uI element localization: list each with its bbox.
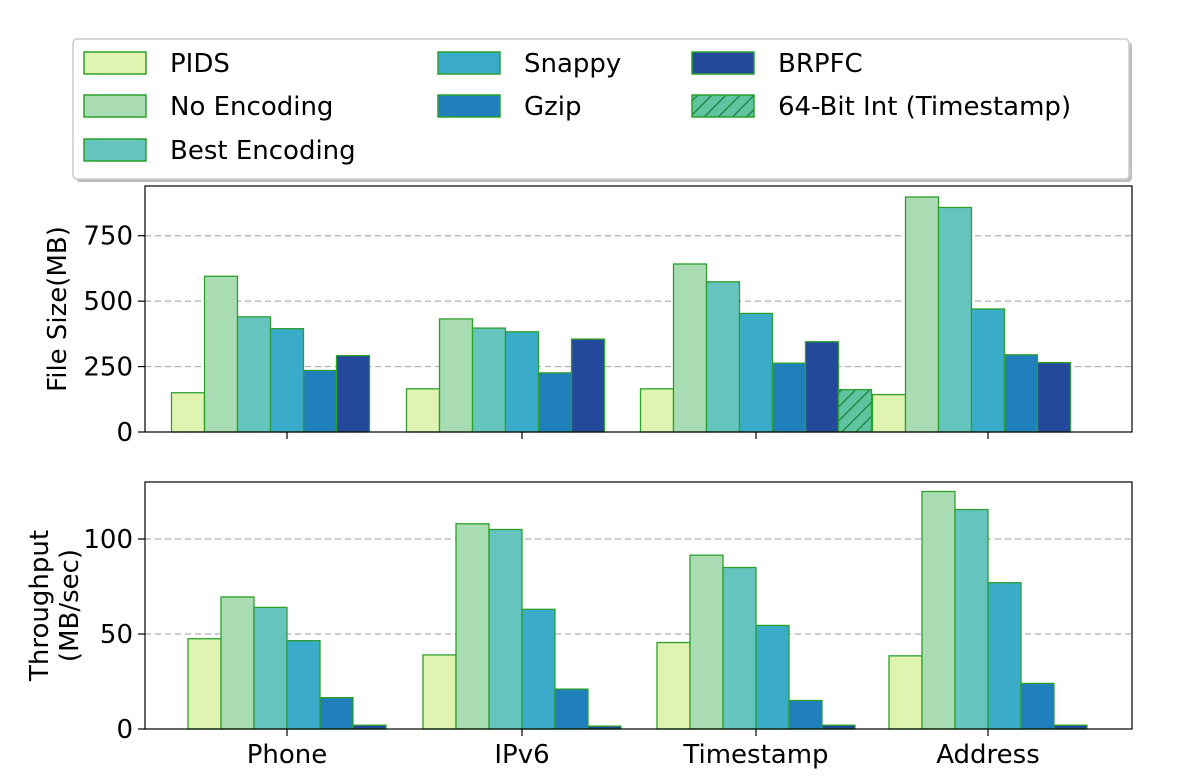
bar-best-encoding-address: [954, 508, 989, 730]
bar-snappy-address: [970, 308, 1006, 433]
y-tick-label-50: 50: [100, 620, 133, 650]
x-tick-label-phone: Phone: [247, 740, 328, 770]
bar-gzip-timestamp: [788, 699, 823, 730]
bar-gzip-phone: [319, 697, 354, 730]
bar-pids-timestamp: [639, 388, 675, 433]
throughput-plot: 0 50 100 Phone IPv6 Timestamp Address Throughpu…: [25, 481, 1133, 770]
y-tick-label-0: 0: [116, 715, 133, 745]
y-tick-label-750: 750: [83, 222, 133, 252]
legend-swatch-64-bit-int-timestamp: [691, 94, 755, 118]
bar-brpfc-ipv6: [570, 338, 606, 433]
bar-gzip-phone: [302, 369, 338, 433]
legend: PIDS No Encoding Best Encoding Snappy Gzip BR…: [72, 38, 1132, 182]
bar-no-encoding-ipv6: [438, 318, 474, 433]
plot-frame: [144, 481, 1133, 730]
bar-pids-address: [871, 393, 907, 433]
y-axis-label: File Size(MB): [43, 226, 73, 392]
x-tick-label-address: Address: [936, 740, 1040, 770]
bar-64-bit-int-timestamp-timestamp: [837, 388, 873, 433]
bar-no-encoding-timestamp: [689, 554, 724, 730]
file-size-plot: 0 250 500 750 File Size(MB): [43, 185, 1133, 448]
bar-brpfc-phone: [335, 354, 371, 433]
bar-pids-timestamp: [656, 641, 691, 730]
x-tick-label-timestamp: Timestamp: [682, 740, 828, 770]
bar-brpfc-timestamp: [804, 341, 840, 433]
y-tick-label-0: 0: [116, 418, 133, 448]
bar-no-encoding-ipv6: [455, 523, 490, 730]
legend-label-best-encoding: Best Encoding: [170, 136, 356, 166]
bar-brpfc-address: [1036, 361, 1072, 433]
bar-best-encoding-timestamp: [705, 281, 741, 433]
legend-swatch-brpfc: [691, 51, 755, 75]
y-axis-label: Throughput: [25, 530, 55, 682]
bar-best-encoding-phone: [236, 316, 272, 433]
bar-gzip-address: [1020, 682, 1055, 730]
bar-pids-address: [888, 655, 923, 730]
legend-frame: [72, 38, 1130, 180]
bar-gzip-timestamp: [771, 362, 807, 433]
bar-no-encoding-phone: [220, 596, 255, 730]
y-tick-label-250: 250: [83, 353, 133, 383]
plot-frame: [144, 185, 1133, 433]
legend-label-pids: PIDS: [170, 49, 230, 79]
bar-pids-ipv6: [405, 388, 441, 433]
legend-label-gzip: Gzip: [524, 92, 582, 122]
bar-no-encoding-address: [921, 490, 956, 730]
legend-label-snappy: Snappy: [524, 49, 621, 79]
bar-snappy-timestamp: [755, 624, 790, 730]
x-tick-label-ipv6: IPv6: [494, 740, 549, 770]
bar-snappy-ipv6: [521, 608, 556, 730]
bar-best-encoding-ipv6: [488, 528, 523, 730]
legend-swatch-snappy: [437, 51, 501, 75]
y-tick-label-100: 100: [83, 525, 133, 555]
legend-swatch-gzip: [437, 94, 501, 118]
bar-snappy-timestamp: [738, 312, 774, 433]
bar-snappy-phone: [286, 640, 321, 730]
legend-label-brpfc: BRPFC: [778, 49, 863, 79]
bar-no-encoding-address: [904, 196, 940, 433]
bar-pids-ipv6: [422, 654, 457, 730]
bar-best-encoding-timestamp: [722, 566, 757, 730]
bar-best-encoding-address: [937, 206, 973, 433]
bar-gzip-ipv6: [537, 372, 573, 433]
bar-pids-phone: [187, 638, 222, 730]
bar-best-encoding-phone: [253, 606, 288, 730]
bar-snappy-address: [987, 582, 1022, 730]
bar-snappy-ipv6: [504, 331, 540, 433]
y-axis-label: (MB/sec): [55, 549, 85, 662]
bar-snappy-phone: [269, 327, 305, 433]
bar-no-encoding-timestamp: [672, 263, 708, 433]
bar-pids-phone: [170, 392, 206, 433]
bar-gzip-address: [1003, 354, 1039, 433]
legend-swatch-no-encoding: [83, 94, 147, 118]
legend-swatch-best-encoding: [83, 138, 147, 162]
bar-no-encoding-phone: [203, 275, 239, 433]
bar-gzip-ipv6: [554, 688, 589, 730]
legend-label-no-encoding: No Encoding: [170, 92, 333, 122]
legend-swatch-pids: [83, 51, 147, 75]
bar-best-encoding-ipv6: [471, 327, 507, 433]
y-tick-label-500: 500: [83, 287, 133, 317]
legend-label-64-bit-int-timestamp: 64-Bit Int (Timestamp): [778, 92, 1071, 122]
